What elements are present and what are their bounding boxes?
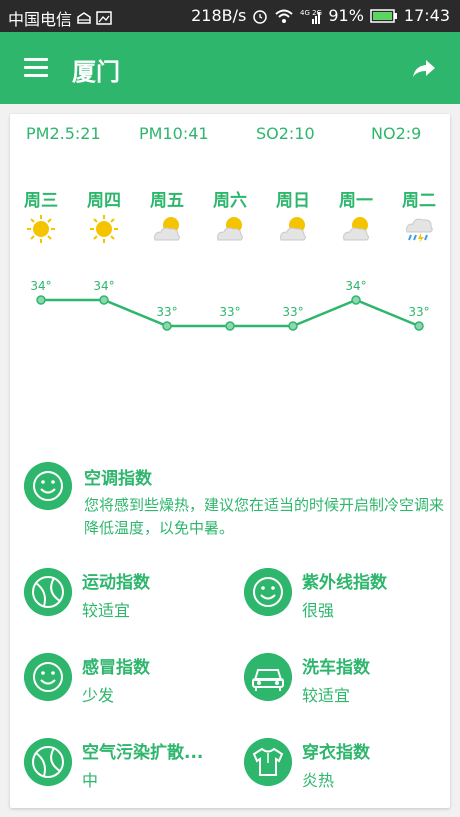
forecast-day: 周五 xyxy=(137,186,197,244)
day-name: 周四 xyxy=(87,191,121,211)
aircon-desc: 您将感到些燥热，建议您在适当的时候开启制冷空调来降低温度，以免中暑。 xyxy=(84,496,445,537)
clock-time: 17:43 xyxy=(403,6,450,25)
carrier-name: 中国电信 xyxy=(8,10,73,29)
aqi-pm10: PM10:41 xyxy=(139,124,209,143)
battery-icon xyxy=(370,8,397,23)
high-temp-label: 34° xyxy=(345,279,366,293)
aircon-title: 空调指数 xyxy=(84,469,152,489)
smiley-icon xyxy=(244,568,292,616)
high-temp-point xyxy=(288,321,298,331)
high-temp-point xyxy=(351,295,361,305)
high-temp-label: 33° xyxy=(408,305,429,319)
day-name: 周六 xyxy=(213,191,247,211)
network-speed: 218B/s xyxy=(191,6,247,25)
index-value: 少发 xyxy=(82,686,115,705)
partly-cloudy-icon xyxy=(343,217,369,241)
alarm-icon xyxy=(253,9,268,24)
weather-card: PM2.5:21 PM10:41 SO2:10 NO2:9 周三 周四 周五 周… xyxy=(10,114,450,808)
ball-icon xyxy=(24,738,72,786)
aircon-index: 空调指数 您将感到些燥热，建议您在适当的时候开启制冷空调来降低温度，以免中暑。 xyxy=(24,462,444,542)
smiley-icon xyxy=(24,653,72,701)
index-title: 感冒指数 xyxy=(82,658,150,678)
forecast-day: 周六 xyxy=(200,186,260,244)
app-bar: 厦门 xyxy=(0,32,460,104)
signal-icon: 4G 2G xyxy=(300,9,322,24)
air-quality-row: PM2.5:21 PM10:41 SO2:10 NO2:9 xyxy=(10,124,450,148)
index-item-sport[interactable]: 运动指数 较适宜 xyxy=(24,566,224,622)
city-title: 厦门 xyxy=(72,58,120,86)
index-title: 运动指数 xyxy=(82,573,150,593)
network-type-4g: 4G 2G xyxy=(300,9,322,17)
temperature-trend-chart: 34°34°33°33°33°34°33°27°27°27°26°26°27°2… xyxy=(30,279,430,331)
index-item-cold[interactable]: 感冒指数 少发 xyxy=(24,651,224,707)
aqi-no2: NO2:9 xyxy=(371,124,422,143)
high-temp-label: 33° xyxy=(219,305,240,319)
high-temp-label: 33° xyxy=(282,305,303,319)
high-temp-point xyxy=(36,295,46,305)
index-value: 较适宜 xyxy=(82,601,131,620)
image-icon xyxy=(96,11,112,25)
menu-icon[interactable] xyxy=(24,58,48,78)
day-name: 周三 xyxy=(24,191,58,211)
forecast-days: 周三 周四 周五 周六 周日 周一 周二 xyxy=(10,186,450,256)
high-temp-label: 33° xyxy=(156,305,177,319)
ball-icon xyxy=(24,568,72,616)
index-title: 洗车指数 xyxy=(302,658,370,678)
index-value: 很强 xyxy=(302,601,335,620)
day-name: 周一 xyxy=(339,191,373,211)
aqi-pm25: PM2.5:21 xyxy=(26,124,101,143)
index-title: 穿衣指数 xyxy=(302,743,370,763)
index-value: 炎热 xyxy=(302,771,335,790)
high-temp-point xyxy=(99,295,109,305)
car-icon xyxy=(244,653,292,701)
index-item-carwash[interactable]: 洗车指数 较适宜 xyxy=(244,651,444,707)
day-name: 周五 xyxy=(150,191,184,211)
forecast-day: 周二 xyxy=(389,186,449,244)
battery-percent: 91% xyxy=(328,6,364,25)
partly-cloudy-icon xyxy=(280,217,306,241)
high-temp-label: 34° xyxy=(30,279,51,293)
wifi-icon xyxy=(275,9,293,23)
thunderstorm-icon xyxy=(406,218,433,243)
forecast-day: 周一 xyxy=(326,186,386,244)
index-item-pollution[interactable]: 空气污染扩散... 中 xyxy=(24,736,224,792)
high-temp-label: 34° xyxy=(93,279,114,293)
index-item-dressing[interactable]: 穿衣指数 炎热 xyxy=(244,736,444,792)
index-title: 紫外线指数 xyxy=(302,573,387,593)
high-temp-point xyxy=(162,321,172,331)
shirt-icon xyxy=(244,738,292,786)
smiley-icon xyxy=(24,462,72,510)
day-name: 周二 xyxy=(402,191,436,211)
partly-cloudy-icon xyxy=(217,217,243,241)
partly-cloudy-icon xyxy=(154,217,180,241)
forecast-day: 周四 xyxy=(74,186,134,244)
sunny-icon xyxy=(27,215,55,243)
aqi-so2: SO2:10 xyxy=(256,124,315,143)
forecast-day: 周三 xyxy=(11,186,71,244)
forecast-day: 周日 xyxy=(263,186,323,244)
high-temp-point xyxy=(414,321,424,331)
index-title: 空气污染扩散... xyxy=(82,743,204,763)
high-temp-point xyxy=(225,321,235,331)
index-item-uv[interactable]: 紫外线指数 很强 xyxy=(244,566,444,622)
index-value: 较适宜 xyxy=(302,686,351,705)
status-bar: 中国电信 218B/s 4G 2G 91% 17:43 xyxy=(0,0,460,32)
day-name: 周日 xyxy=(276,191,310,211)
index-value: 中 xyxy=(82,771,99,790)
notification-icon xyxy=(77,12,91,24)
sunny-icon xyxy=(90,215,118,243)
share-icon[interactable] xyxy=(410,56,438,80)
